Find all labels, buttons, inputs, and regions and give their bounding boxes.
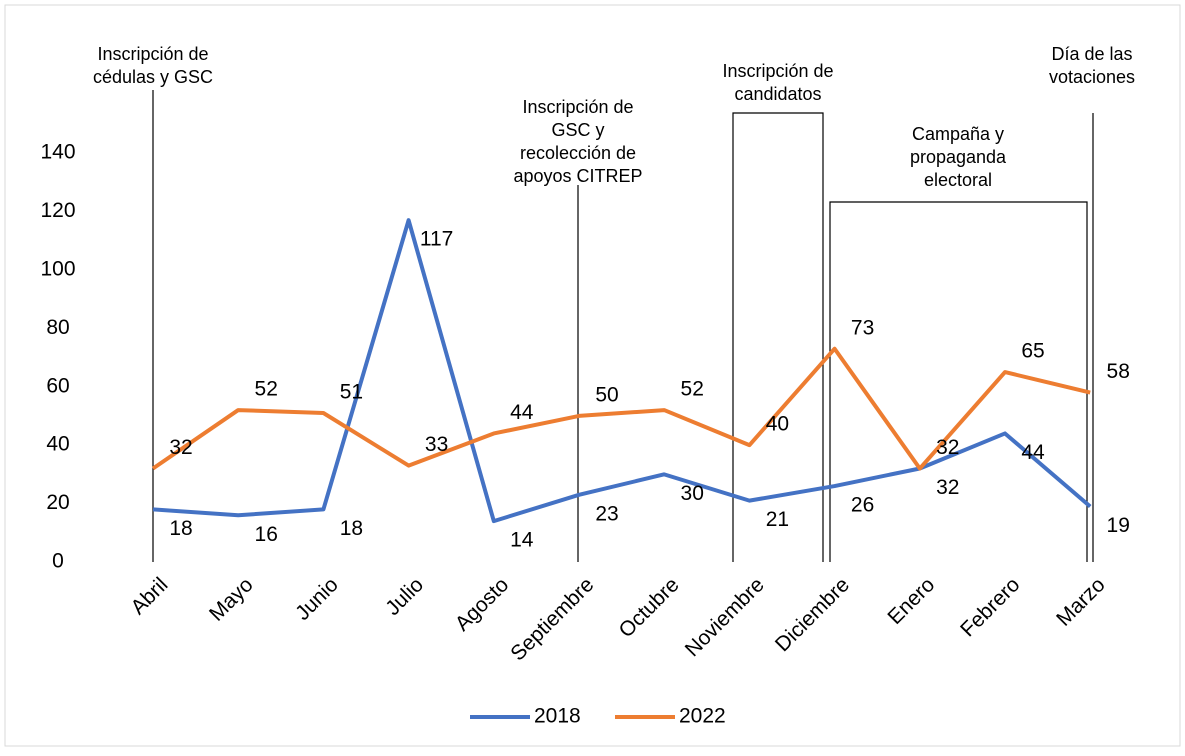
series-line xyxy=(151,346,1091,471)
annotation-text: electoral xyxy=(924,170,992,190)
data-label: 21 xyxy=(766,508,789,531)
annotation-text: cédulas y GSC xyxy=(93,67,213,87)
y-tick-label: 0 xyxy=(52,550,64,573)
annotation-text: recolección de xyxy=(520,143,636,163)
legend-label: 2018 xyxy=(534,705,581,728)
data-label: 26 xyxy=(851,494,874,517)
y-tick-label: 80 xyxy=(46,316,69,339)
data-label: 16 xyxy=(255,523,278,546)
data-label: 51 xyxy=(340,381,363,404)
y-tick-label: 40 xyxy=(46,433,69,456)
annotation-text: votaciones xyxy=(1049,67,1135,87)
data-label: 14 xyxy=(510,529,534,552)
data-label: 23 xyxy=(595,502,618,525)
data-label: 32 xyxy=(169,436,192,459)
data-label: 44 xyxy=(1021,441,1045,464)
y-tick-label: 100 xyxy=(40,257,75,280)
data-label: 30 xyxy=(681,482,704,505)
annotation-text: Campaña y xyxy=(912,124,1004,144)
annotation-text: Inscripción de xyxy=(722,61,833,81)
annotation-text: GSC y xyxy=(551,120,604,140)
annotation-text: Inscripción de xyxy=(522,97,633,117)
chart-border xyxy=(4,4,1181,747)
y-tick-label: 20 xyxy=(46,491,69,514)
data-label: 52 xyxy=(681,378,704,401)
data-label: 58 xyxy=(1107,360,1130,383)
data-label: 32 xyxy=(936,436,959,459)
data-label: 18 xyxy=(169,517,192,540)
y-tick-label: 140 xyxy=(40,141,75,164)
annotation-box xyxy=(732,112,824,562)
data-label: 73 xyxy=(851,316,874,339)
data-label: 33 xyxy=(425,433,448,456)
data-label: 19 xyxy=(1107,514,1130,537)
y-tick-label: 60 xyxy=(46,374,69,397)
legend-label: 2022 xyxy=(679,705,726,728)
data-label: 18 xyxy=(340,517,363,540)
y-tick-label: 120 xyxy=(40,199,75,222)
data-label: 65 xyxy=(1021,340,1044,363)
annotation-text: Día de las xyxy=(1051,44,1132,64)
data-label: 32 xyxy=(936,476,959,499)
series-line xyxy=(152,218,1092,524)
annotation-text: candidatos xyxy=(734,84,821,104)
annotation-shapes xyxy=(152,90,1094,562)
data-label: 44 xyxy=(510,401,534,424)
annotation-text: apoyos CITREP xyxy=(513,166,642,186)
annotation-box xyxy=(829,201,1088,562)
annotation-text: propaganda xyxy=(910,147,1007,167)
annotation-text: Inscripción de xyxy=(97,44,208,64)
data-label: 40 xyxy=(766,413,789,436)
data-label: 117 xyxy=(420,228,453,251)
data-label: 50 xyxy=(595,383,618,406)
data-label: 52 xyxy=(255,378,278,401)
